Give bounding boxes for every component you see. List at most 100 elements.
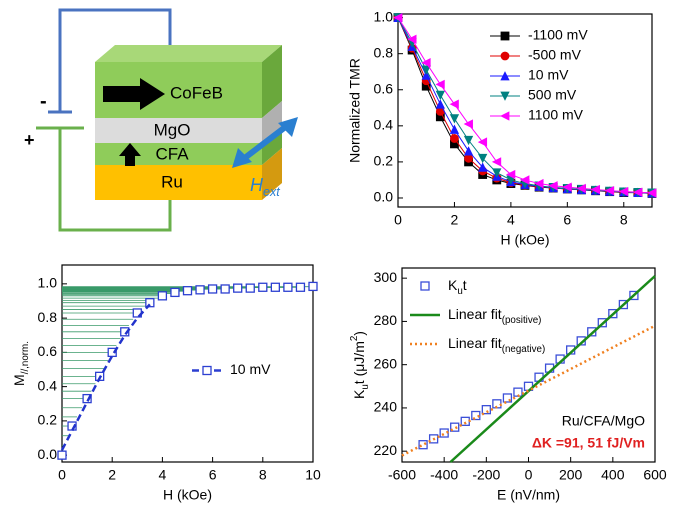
y-axis-label: Normalized TMR (347, 58, 363, 163)
marker (418, 440, 428, 450)
x-tick-label: 8 (259, 467, 267, 483)
y-tick-label: 0.0 (38, 446, 58, 462)
y-tick-label: 1.0 (374, 8, 394, 24)
marker (491, 157, 502, 167)
label-part: K (351, 389, 367, 399)
magnetization-arrow (119, 143, 141, 166)
label-part: ) (351, 331, 367, 336)
x-tick-label: 6 (209, 467, 217, 483)
marker (618, 186, 629, 197)
marker (420, 281, 430, 291)
legend-label: 10 mV (230, 361, 271, 377)
legend-label: 10 mV (528, 67, 569, 83)
marker (283, 282, 293, 292)
series-line (449, 275, 656, 463)
wire-bottom (58, 128, 172, 232)
series-line (397, 17, 653, 194)
label-part: (negative) (502, 344, 546, 355)
y-tick-label: 0.6 (374, 80, 394, 96)
y-tick-label: 0.2 (374, 153, 394, 169)
series-line (397, 17, 653, 194)
marker (534, 178, 544, 189)
plus-sign: + (24, 130, 35, 150)
label-part: H (250, 175, 264, 195)
top-face (95, 45, 282, 62)
series-line (397, 17, 653, 194)
x-tick-label: -200 (472, 467, 500, 483)
marker (481, 405, 491, 415)
marker (548, 181, 558, 191)
layer-cfa (95, 143, 262, 165)
marker (520, 175, 530, 185)
marker (576, 183, 586, 194)
x-tick-label: 2 (108, 467, 116, 483)
y-tick-label: 0.2 (38, 412, 58, 428)
x-tick-label: 4 (159, 467, 167, 483)
y-axis-label: M//,norm. (11, 341, 31, 386)
label-part: Linear fit (448, 335, 502, 351)
marker (207, 284, 218, 294)
device-diagram: - + CoFeB MgO CFA Ru Hext (24, 8, 298, 232)
marker (505, 169, 516, 180)
marker (590, 184, 600, 195)
series-line (397, 17, 653, 194)
minus-sign: - (40, 90, 47, 112)
field-arrow-head (232, 148, 252, 168)
x-tick-label: 4 (507, 212, 515, 228)
marker (471, 410, 481, 421)
marker (632, 187, 643, 197)
layer-label: CoFeB (170, 83, 223, 102)
y-tick-label: 280 (374, 312, 398, 328)
y-tick-label: 300 (374, 269, 398, 285)
marker (587, 327, 597, 337)
y-tick-label: 1.0 (38, 275, 58, 291)
side-face (262, 101, 282, 143)
legend-label: 1100 mV (528, 107, 584, 123)
plot-frame (61, 264, 314, 463)
label-part: ext (263, 185, 280, 199)
x-tick-label: -600 (388, 467, 416, 483)
marker (435, 79, 445, 89)
y-tick-label: 0.4 (374, 117, 394, 133)
marker (57, 450, 67, 460)
x-tick-label: 8 (620, 212, 628, 228)
wire-top (58, 8, 172, 112)
marker (477, 137, 488, 147)
marker (478, 153, 488, 164)
layer-mgo (95, 118, 262, 143)
layer-label: Ru (161, 172, 183, 191)
layer-ru (95, 165, 262, 200)
y-tick-label: 240 (374, 399, 398, 415)
marker (449, 99, 459, 109)
x-tick-label: 0 (58, 467, 66, 483)
magnetization-arrow (103, 78, 165, 110)
x-tick-label: 0 (394, 212, 402, 228)
marker (435, 99, 445, 109)
marker (450, 134, 459, 143)
y-tick-label: 0.6 (38, 343, 58, 359)
series-line (401, 324, 656, 457)
legend-label: Linear fit(positive) (448, 306, 541, 326)
marker (407, 34, 417, 44)
label-part: t (μJ/m (351, 341, 367, 384)
label-part: K (448, 277, 458, 293)
marker (270, 282, 281, 292)
series-line (60, 303, 151, 451)
plot-frame (397, 13, 653, 208)
field-label: Hext (250, 175, 280, 200)
y-tick-label: 220 (374, 442, 398, 458)
marker (82, 393, 92, 404)
marker (182, 286, 193, 296)
legend-label: -500 mV (528, 47, 582, 63)
marker (233, 283, 243, 293)
y-tick-label: 260 (374, 355, 398, 371)
legend-label: 500 mV (528, 87, 577, 103)
field-arrow-head (278, 117, 298, 137)
label-part: 2 (349, 336, 360, 341)
marker (145, 298, 155, 308)
marker (393, 12, 403, 23)
marker (478, 162, 488, 172)
legend-label: -1100 mV (528, 27, 588, 43)
